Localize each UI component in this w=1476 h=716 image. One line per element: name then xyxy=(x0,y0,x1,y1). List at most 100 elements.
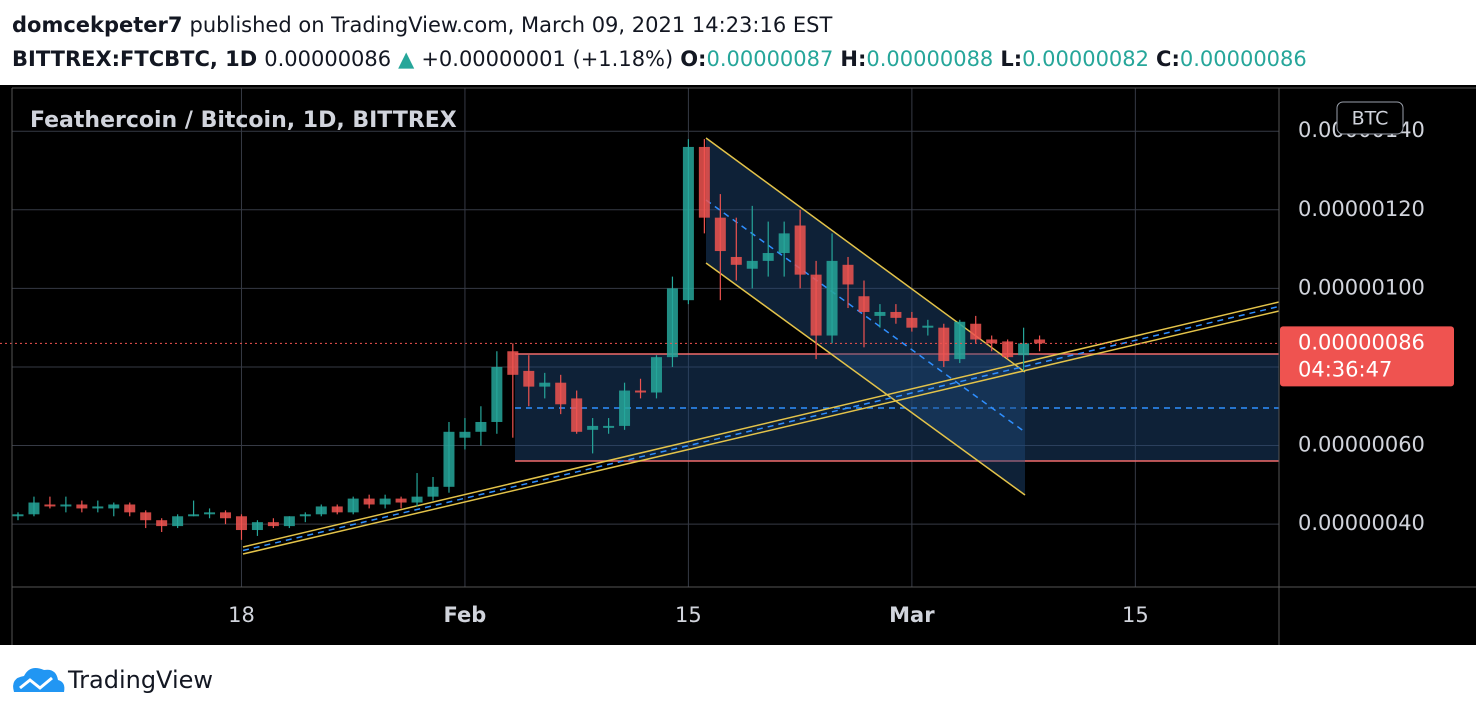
x-tick-label: 15 xyxy=(675,603,702,627)
brand: TradingView xyxy=(67,666,213,694)
logo-line xyxy=(19,676,53,690)
candle-body xyxy=(842,264,854,285)
ohlc-value: 0.00000086 xyxy=(1179,47,1307,71)
candle-body xyxy=(1002,341,1014,358)
candle-body xyxy=(108,504,120,509)
candle-body xyxy=(1034,339,1046,344)
trend-bottom xyxy=(242,310,1280,555)
channel-bottom xyxy=(705,262,1026,496)
trend-mid xyxy=(242,305,1280,552)
candle-body xyxy=(682,146,694,301)
candle-body xyxy=(922,325,934,328)
candle-body xyxy=(491,366,503,422)
trend-top xyxy=(242,301,1280,548)
candle-body xyxy=(635,390,647,393)
candle-body xyxy=(970,323,982,340)
ohlc-label: O: xyxy=(680,47,707,71)
x-tick-label: Mar xyxy=(889,603,935,627)
candle-body xyxy=(299,514,311,517)
header-line1: domcekpeter7 published on TradingView.com… xyxy=(12,8,1472,42)
y-tick-label: 0.00000060 xyxy=(1298,433,1425,457)
candle-body xyxy=(906,317,918,328)
ohlc-label: L: xyxy=(1000,47,1023,71)
candle-body xyxy=(587,425,599,430)
candle-body xyxy=(555,382,567,405)
y-tick-label: 0.00000040 xyxy=(1298,511,1425,535)
candle-body xyxy=(443,431,455,487)
candle-body xyxy=(874,311,886,316)
candle-body xyxy=(698,146,710,218)
candle-body xyxy=(124,504,136,513)
candle-body xyxy=(890,311,902,318)
candle-body xyxy=(379,498,391,505)
candle-body xyxy=(666,288,678,358)
candle-body xyxy=(794,225,806,275)
candle-body xyxy=(826,260,838,336)
candle-body xyxy=(44,504,56,507)
candle-body xyxy=(427,486,439,497)
x-tick-label: 15 xyxy=(1122,603,1149,627)
candle-body xyxy=(267,522,279,527)
candle-body xyxy=(938,327,950,362)
candle-body xyxy=(778,233,790,254)
candles xyxy=(0,139,1279,540)
drawings xyxy=(242,137,1280,555)
ohlc-label: C: xyxy=(1156,47,1180,71)
ohlc: O:0.00000087 H:0.00000088 L:0.00000082 C:0.… xyxy=(673,47,1307,71)
logo xyxy=(13,668,65,692)
candle-body xyxy=(1018,343,1030,356)
candle-body xyxy=(140,512,152,521)
candle-body xyxy=(172,516,184,527)
candle-body xyxy=(363,498,375,505)
candle-body xyxy=(283,516,295,527)
candle-body xyxy=(156,520,168,527)
candle-body xyxy=(810,274,822,336)
change: +0.00000001 (+1.18%) xyxy=(421,47,674,71)
candle-body xyxy=(331,506,343,513)
candle-body xyxy=(523,370,535,387)
candle-body xyxy=(475,421,487,432)
candle-body xyxy=(395,498,407,503)
last-price-box xyxy=(1280,326,1454,387)
candle-body xyxy=(539,382,551,387)
axes: 0.000000400.000000600.000000800.00000100… xyxy=(228,118,1454,627)
ohlc-label: H: xyxy=(840,47,867,71)
author: domcekpeter7 xyxy=(12,13,183,37)
candle-body xyxy=(954,321,966,360)
last-price-label: 0.00000086 xyxy=(1298,330,1425,354)
candle-body xyxy=(60,504,72,507)
candle-body xyxy=(411,496,423,503)
header-line2: BITTREX:FTCBTC, 1D 0.00000086 ▲ +0.00000001… xyxy=(12,42,1472,76)
countdown: 04:36:47 xyxy=(1298,357,1392,381)
candle-body xyxy=(858,296,870,312)
candle-body xyxy=(762,253,774,261)
candle-body xyxy=(235,516,247,531)
y-tick-label: 0.00000120 xyxy=(1298,197,1425,221)
ohlc-value: 0.00000087 xyxy=(706,47,834,71)
logo-cloud xyxy=(13,668,65,692)
ohlc-value: 0.00000082 xyxy=(1022,47,1150,71)
candle-body xyxy=(507,351,519,375)
header: domcekpeter7 published on TradingView.com… xyxy=(12,8,1472,76)
candle-body xyxy=(571,398,583,432)
candle-body xyxy=(619,390,631,426)
symbol: BITTREX:FTCBTC, 1D xyxy=(12,47,258,71)
x-tick-label: 18 xyxy=(228,603,255,627)
candle-body xyxy=(746,260,758,269)
candle-body xyxy=(76,504,88,509)
candle-body xyxy=(204,512,216,515)
chart-title: Feathercoin / Bitcoin, 1D, BITTREX xyxy=(30,108,457,133)
range-box xyxy=(515,354,1279,461)
candle-body xyxy=(459,431,471,438)
y-tick-label: 0.00000100 xyxy=(1298,275,1425,299)
price: 0.00000086 xyxy=(264,47,392,71)
candle-body xyxy=(650,357,662,393)
candle-body xyxy=(730,256,742,265)
candle-body xyxy=(347,498,359,513)
chart-background xyxy=(0,85,1476,645)
arrow: ▲ xyxy=(398,47,415,71)
currency: BTC xyxy=(1352,108,1389,130)
currency-badge xyxy=(1336,101,1404,135)
